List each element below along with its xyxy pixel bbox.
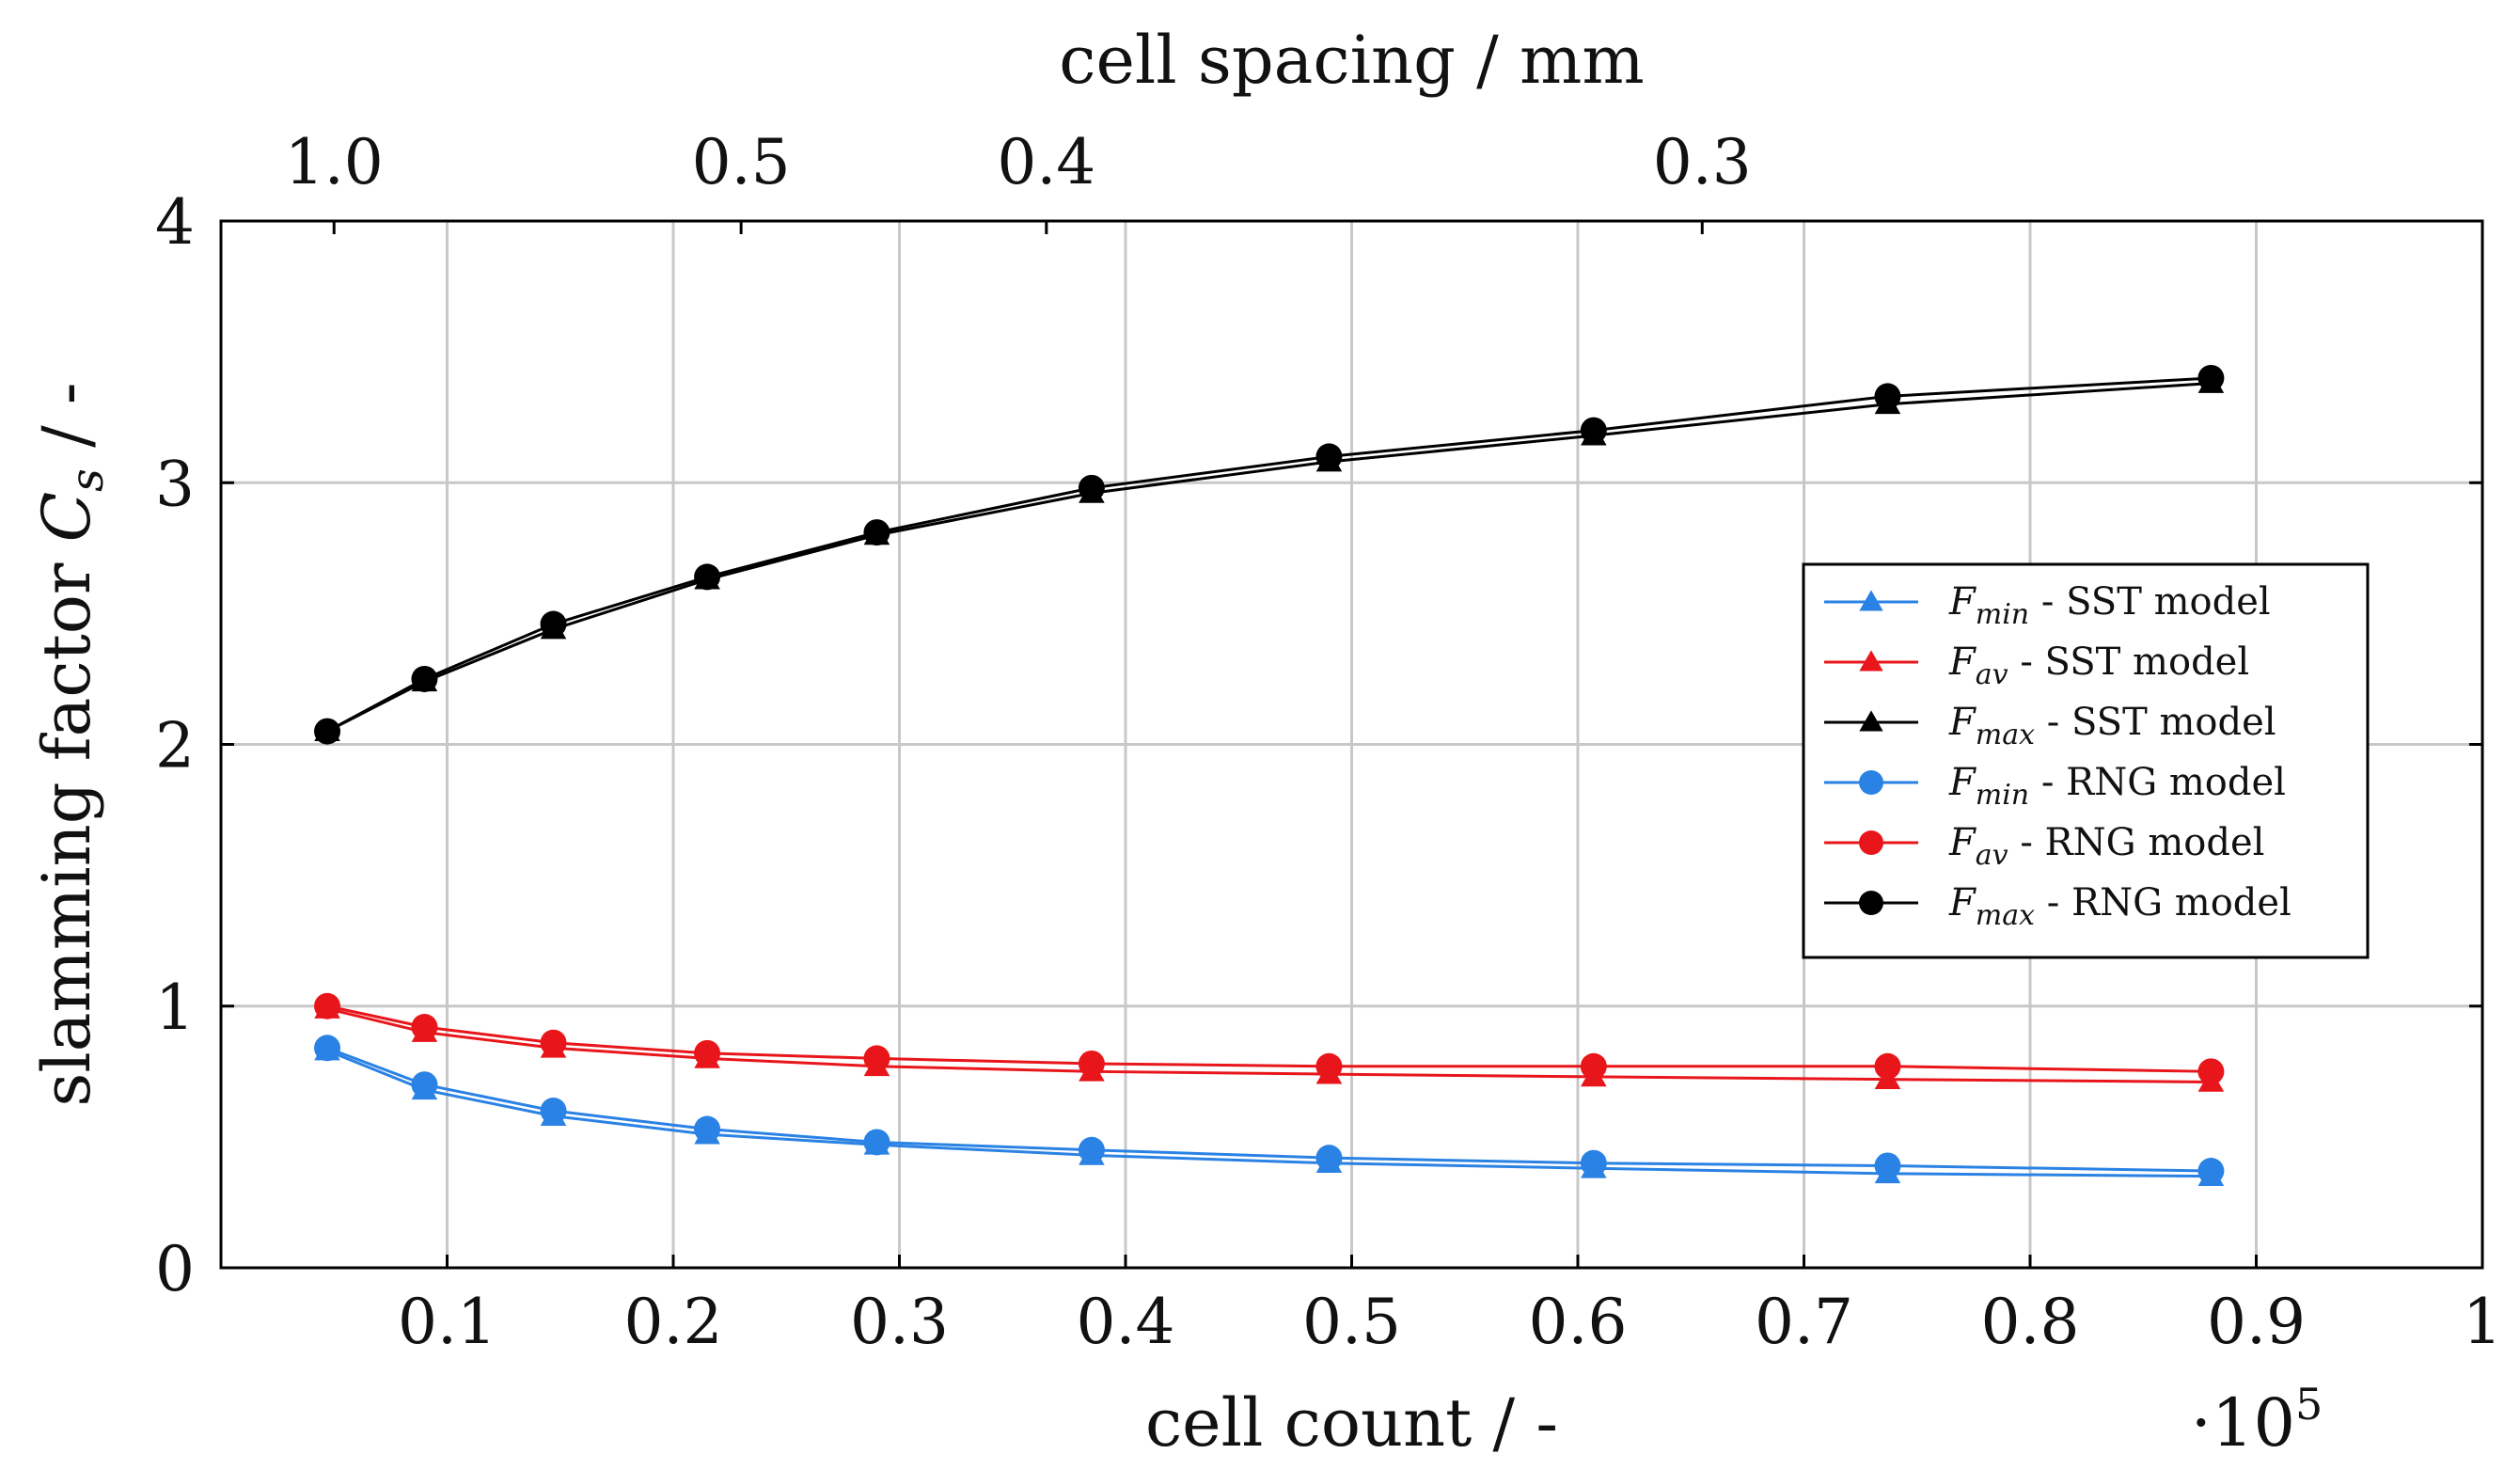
legend-entry: Fmax - SST model	[1824, 701, 2276, 751]
data-point	[694, 1039, 721, 1067]
legend-label: Fmax - SST model	[1948, 701, 2276, 751]
y-tick-label: 0	[155, 1233, 195, 1305]
y-tick-label: 3	[155, 448, 195, 520]
legend-marker	[1859, 770, 1883, 795]
data-point	[540, 610, 567, 638]
x-tick-label: 0.7	[1755, 1286, 1853, 1358]
x-tick-label: 1	[2463, 1286, 2502, 1358]
series-line	[326, 1007, 2212, 1083]
y-axis-title-symbol: C	[28, 492, 105, 543]
data-point	[1874, 1152, 1901, 1179]
data-point	[540, 1098, 567, 1125]
data-point	[314, 1035, 341, 1062]
legend-label: Fmin - RNG model	[1948, 761, 2286, 812]
x-tick-label: 0.2	[624, 1286, 723, 1358]
top-tick-label: 0.4	[997, 126, 1095, 198]
data-point	[863, 1045, 890, 1072]
legend-marker	[1859, 710, 1883, 732]
data-point	[1078, 1136, 1105, 1163]
data-point	[411, 1014, 438, 1041]
data-point	[1315, 1052, 1343, 1080]
x-multiplier-exponent: 5	[2295, 1379, 2323, 1430]
data-point	[1078, 1050, 1105, 1077]
top-tick-label: 1.0	[285, 126, 384, 198]
x-tick-label: 0.1	[398, 1286, 496, 1358]
series-3	[314, 1035, 2225, 1185]
x-axis-multiplier: ·105	[2191, 1379, 2323, 1462]
data-point	[1580, 1052, 1607, 1080]
data-point	[863, 1129, 890, 1156]
legend-marker	[1859, 590, 1883, 611]
y-axis-title: slamming factor Cs / -	[28, 382, 114, 1106]
legend-label: Fav - SST model	[1948, 640, 2249, 691]
series-1	[314, 995, 2225, 1092]
legend-label: Fav - RNG model	[1948, 821, 2264, 872]
x-axis-title: cell count / -	[1145, 1384, 1558, 1462]
data-point	[2197, 1058, 2225, 1085]
top-tick-label: 0.5	[692, 126, 791, 198]
legend-entry: Fav - SST model	[1824, 640, 2249, 691]
legend-marker	[1859, 891, 1883, 915]
legend-marker	[1859, 650, 1883, 672]
data-point	[2197, 364, 2225, 391]
y-tick-label: 1	[155, 972, 195, 1044]
legend-entry: Fmin - SST model	[1824, 580, 2271, 631]
data-point	[314, 718, 341, 745]
legend-entry: Fmax - RNG model	[1824, 881, 2292, 932]
series-5	[314, 364, 2225, 745]
data-point	[411, 665, 438, 692]
data-point	[314, 992, 341, 1020]
series-line	[326, 382, 2212, 733]
x-tick-label: 0.3	[850, 1286, 949, 1358]
data-point	[694, 1115, 721, 1143]
x-tick-label: 0.6	[1529, 1286, 1628, 1358]
data-point	[1580, 1149, 1607, 1177]
series-line	[326, 1049, 2212, 1178]
legend: Fmin - SST model Fav - SST model Fmax - SS…	[1802, 562, 2370, 959]
series-line	[326, 1004, 2212, 1073]
series-layer	[314, 364, 2225, 1186]
legend-entry: Fmin - RNG model	[1824, 761, 2286, 812]
y-tick-label: 2	[155, 710, 195, 782]
data-point	[1315, 1145, 1343, 1172]
series-line	[326, 1046, 2212, 1173]
y-tick-label: 4	[155, 186, 195, 259]
data-point	[1874, 383, 1901, 410]
y-axis-title-suffix: / -	[28, 382, 105, 468]
data-point	[1078, 474, 1105, 501]
axis-ticks: 0.1 0.2 0.3 0.4 0.5 0.6 0.7 0.8 0.9 1 0 1 2 3 4 1.0 0.5 0…	[155, 126, 2502, 1358]
x-multiplier-base: ·10	[2191, 1384, 2295, 1462]
data-point	[411, 1071, 438, 1099]
legend-label: Fmax - RNG model	[1948, 881, 2292, 932]
x-tick-label: 0.8	[1981, 1286, 2080, 1358]
data-point	[1315, 443, 1343, 470]
x-tick-label: 0.5	[1302, 1286, 1401, 1358]
top-axis-title: cell spacing / mm	[1059, 22, 1644, 99]
data-point	[1874, 1052, 1901, 1080]
top-tick-label: 0.3	[1653, 126, 1752, 198]
series-line	[326, 376, 2212, 733]
x-tick-label: 0.4	[1077, 1286, 1175, 1358]
data-point	[863, 519, 890, 546]
y-axis-title-subscript: s	[61, 468, 114, 492]
data-point	[540, 1029, 567, 1056]
y-axis-title-text: slamming factor	[28, 562, 105, 1106]
data-point	[694, 563, 721, 591]
legend-label: Fmin - SST model	[1948, 580, 2271, 631]
legend-marker	[1859, 830, 1883, 855]
data-point	[2197, 1158, 2225, 1185]
legend-entry: Fav - RNG model	[1824, 821, 2264, 872]
data-point	[1580, 417, 1607, 444]
x-tick-label: 0.9	[2207, 1286, 2306, 1358]
series-4	[314, 992, 2225, 1085]
legend-box	[1802, 562, 2370, 959]
series-0	[314, 1037, 2225, 1186]
